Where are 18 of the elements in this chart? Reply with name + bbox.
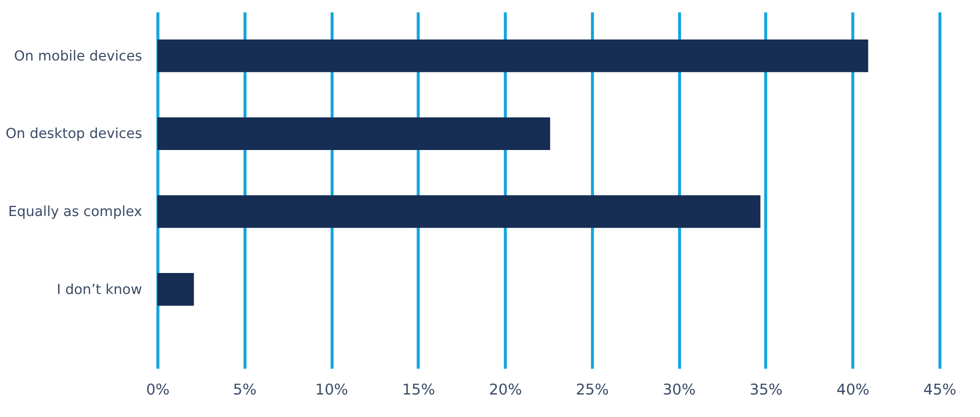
bar — [157, 117, 550, 150]
x-tick-label: 25% — [576, 382, 609, 399]
bar — [157, 273, 194, 306]
y-tick-label: Equally as complex — [8, 204, 142, 220]
x-tick-label: 20% — [488, 382, 522, 399]
bar — [157, 195, 760, 228]
x-tick-label: 15% — [402, 382, 436, 399]
x-tick-label: 45% — [923, 382, 956, 399]
y-tick-label: I don’t know — [56, 282, 142, 298]
x-tick-label: 0% — [146, 382, 170, 399]
x-tick-label: 35% — [750, 382, 783, 399]
y-tick-label: On desktop devices — [6, 126, 142, 142]
x-tick-label: 30% — [662, 382, 696, 399]
bar — [157, 39, 868, 72]
x-tick-label: 5% — [233, 382, 257, 399]
x-tick-label: 10% — [315, 382, 348, 399]
x-tick-label: 40% — [836, 382, 870, 399]
y-tick-label: On mobile devices — [14, 48, 142, 64]
